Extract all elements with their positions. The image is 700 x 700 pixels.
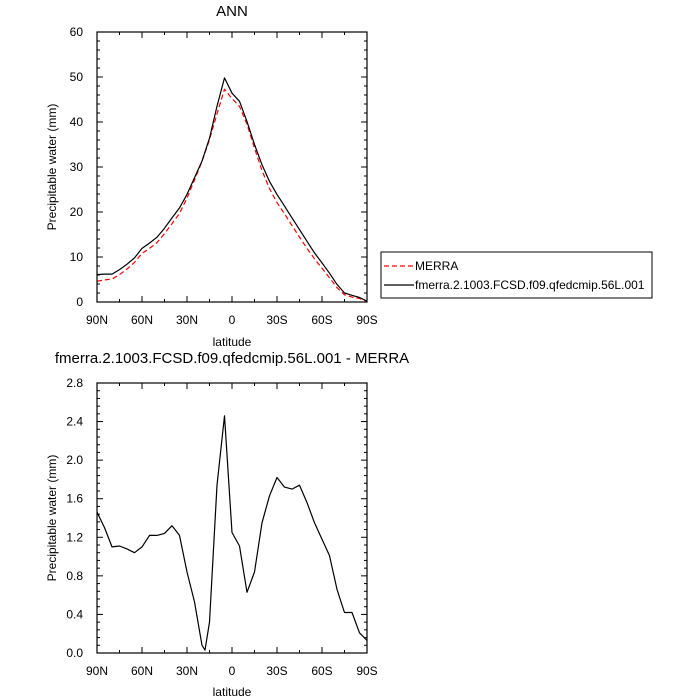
top-chart: 90N 60N 30N 0 30S 60S 90S 0 10 20 30 40 50 60 <box>70 25 378 327</box>
bottom-xtick-label: 0 <box>229 664 236 678</box>
bottom-ytick-label: 2.0 <box>66 453 83 467</box>
bottom-ytick-label: 1.6 <box>66 492 83 506</box>
bottom-ytick-label: 2.8 <box>66 376 83 390</box>
bottom-chart-ylabel: Precipitable water (mm) <box>45 455 59 582</box>
top-ytick-label: 30 <box>70 160 84 174</box>
bottom-plot-frame <box>96 382 368 654</box>
legend-label-model: fmerra.2.1003.FCSD.f09.qfedcmip.56L.001 <box>415 278 645 292</box>
bottom-ytick-label: 0.4 <box>66 607 83 621</box>
bottom-chart-xlabel: latitude <box>213 685 252 699</box>
legend: MERRA fmerra.2.1003.FCSD.f09.qfedcmip.56… <box>380 251 653 299</box>
bottom-xtick-label: 90N <box>86 664 108 678</box>
top-xtick-label: 60N <box>131 313 153 327</box>
bottom-xtick-label: 30S <box>266 664 287 678</box>
bottom-xtick-label: 60S <box>311 664 332 678</box>
bottom-ytick-label: 0.8 <box>66 569 83 583</box>
bottom-xtick-label: 90S <box>356 664 377 678</box>
top-ytick-label: 0 <box>76 295 83 309</box>
top-chart-xlabel: latitude <box>213 335 252 349</box>
bottom-ytick-label: 0.0 <box>66 646 83 660</box>
legend-box <box>380 251 653 299</box>
top-ytick-label: 20 <box>70 205 84 219</box>
top-xtick-label: 90N <box>86 313 108 327</box>
top-ytick-label: 60 <box>70 25 84 39</box>
top-series-line-1 <box>96 77 368 302</box>
top-xtick-label: 0 <box>229 313 236 327</box>
top-ytick-label: 50 <box>70 70 84 84</box>
bottom-ytick-label: 1.2 <box>66 530 83 544</box>
bottom-series-line-0 <box>96 415 368 651</box>
top-xtick-label: 30N <box>176 313 198 327</box>
top-plot-frame <box>96 31 368 303</box>
bottom-chart-title: fmerra.2.1003.FCSD.f09.qfedcmip.56L.001 … <box>55 350 409 367</box>
bottom-xtick-label: 30N <box>176 664 198 678</box>
bottom-ytick-label: 2.4 <box>66 415 83 429</box>
top-chart-ylabel: Precipitable water (mm) <box>45 104 59 231</box>
top-xtick-label: 30S <box>266 313 287 327</box>
bottom-chart: 90N 60N 30N 0 30S 60S 90S 0.0 0.4 0.8 1.2 1.6 2.0 2.4… <box>66 376 377 678</box>
legend-label-merra: MERRA <box>415 259 458 273</box>
top-xtick-label: 90S <box>356 313 377 327</box>
bottom-xtick-label: 60N <box>131 664 153 678</box>
top-series-line-0 <box>96 88 368 303</box>
top-ytick-label: 40 <box>70 115 84 129</box>
top-chart-title: ANN <box>216 3 248 20</box>
top-ytick-label: 10 <box>70 250 84 264</box>
top-xtick-label: 60S <box>311 313 332 327</box>
